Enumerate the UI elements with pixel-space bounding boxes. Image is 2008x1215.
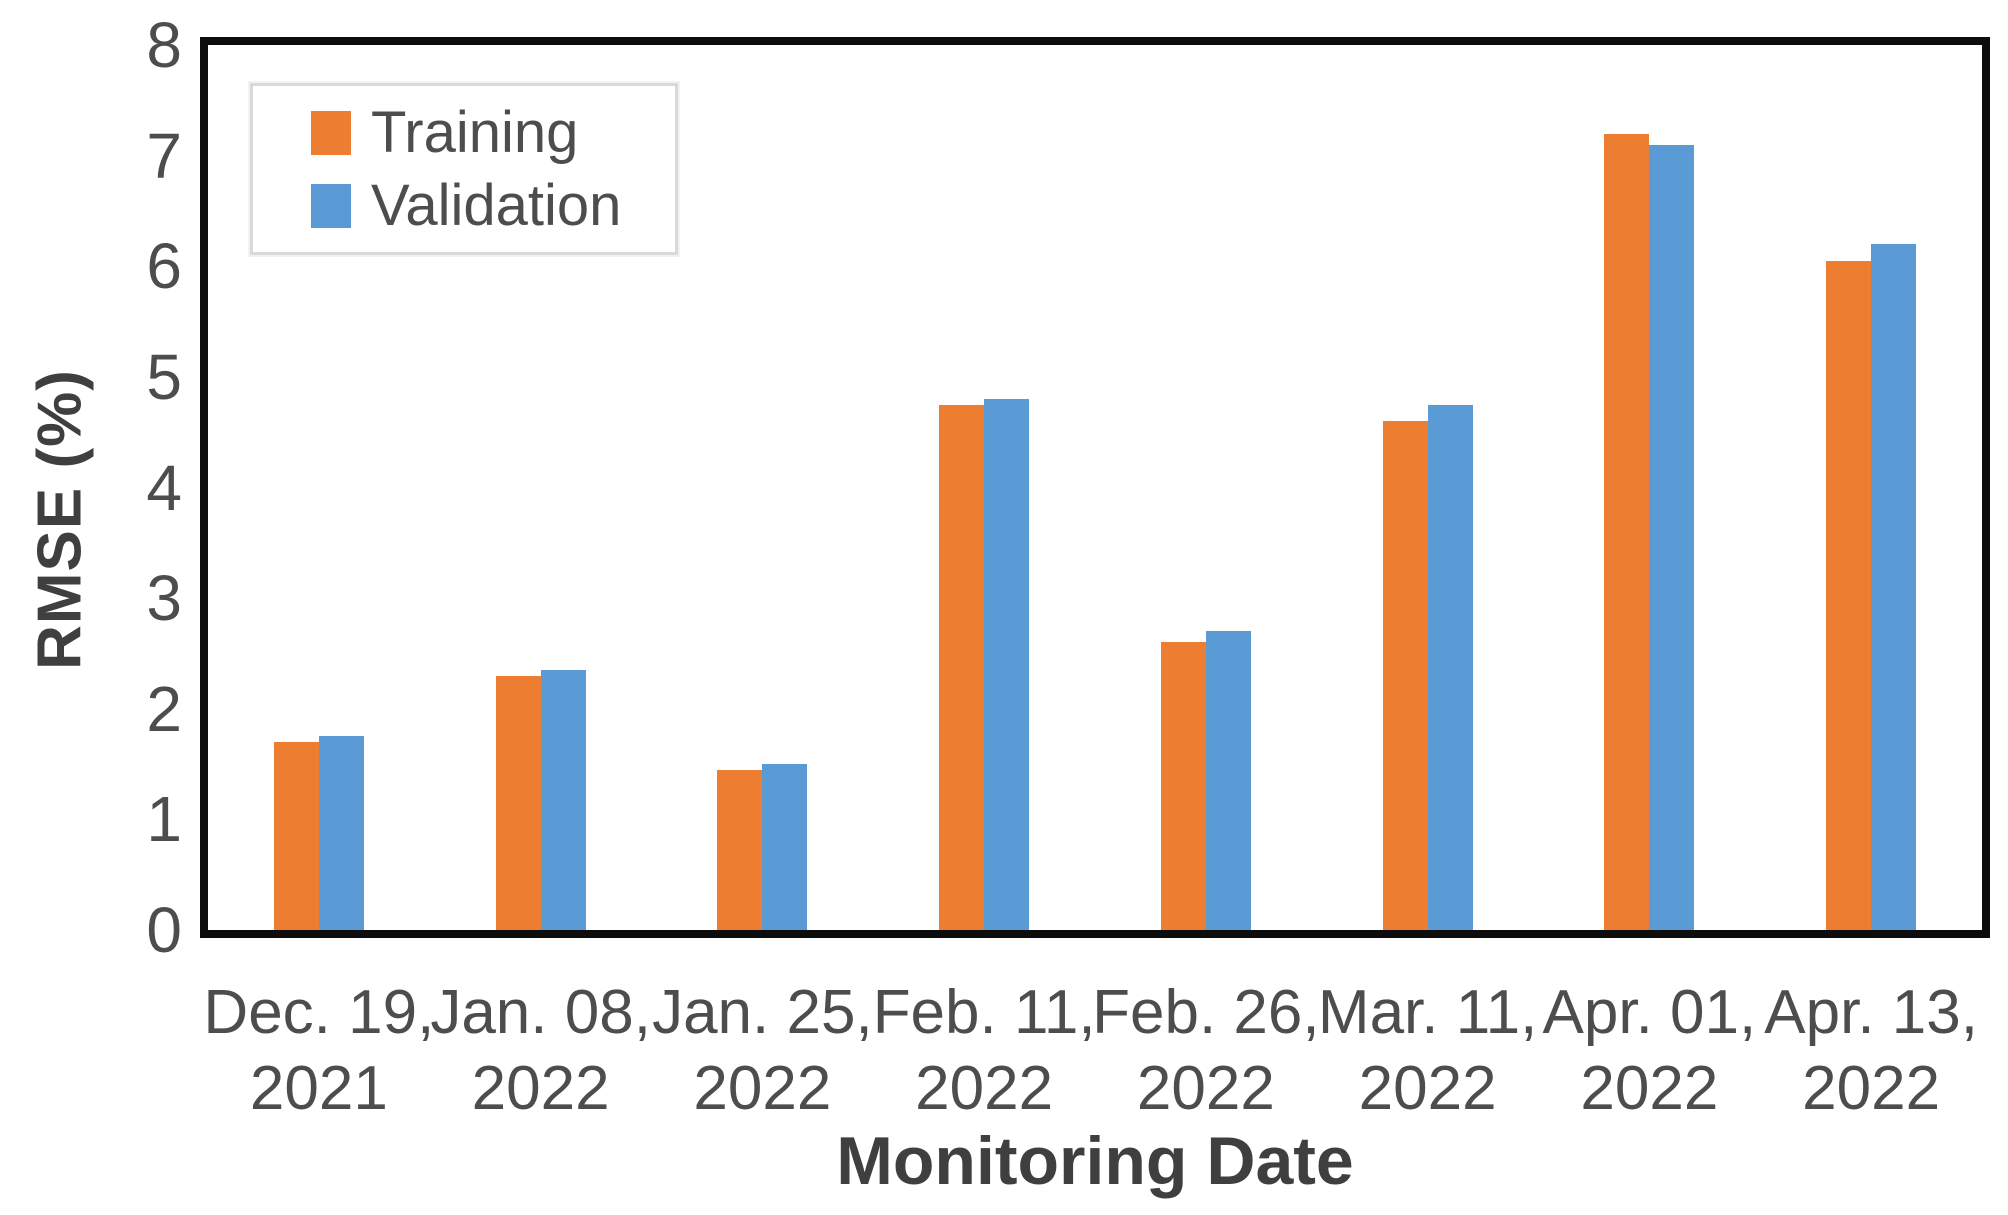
y-tick-label-0: 0 <box>146 894 182 966</box>
y-tick-label-8: 8 <box>146 9 182 81</box>
bar-validation-2 <box>762 764 808 930</box>
bar-training-1 <box>495 675 541 930</box>
x-category-label-line1: Feb. 26, <box>1092 978 1320 1047</box>
y-tick-label-4: 4 <box>146 451 182 524</box>
bar-training-3 <box>939 404 985 930</box>
x-category-label-5: Mar. 11, 2022 <box>1308 975 1548 1127</box>
x-category-label-line2: 2022 <box>1358 1054 1497 1123</box>
x-category-label-1: Jan. 08, 2022 <box>421 975 661 1127</box>
x-category-label-line1: Jan. 25, <box>652 978 873 1047</box>
x-category-label-line1: Dec. 19, <box>203 978 435 1047</box>
bar-training-4 <box>1160 642 1206 930</box>
x-category-label-line2: 2022 <box>693 1054 832 1123</box>
x-category-label-line1: Jan. 08, <box>430 978 651 1047</box>
x-category-label-line1: Apr. 01, <box>1542 978 1757 1047</box>
x-category-label-4: Feb. 26, 2022 <box>1086 975 1326 1127</box>
x-category-label-0: Dec. 19, 2021 <box>199 975 439 1127</box>
x-axis-title: Monitoring Date <box>836 1123 1354 1199</box>
bar-validation-5 <box>1427 404 1473 930</box>
bar-validation-1 <box>540 670 586 930</box>
x-category-label-3: Feb. 11, 2022 <box>864 975 1104 1127</box>
x-category-label-line2: 2022 <box>1580 1054 1719 1123</box>
x-category-label-line2: 2022 <box>471 1054 610 1123</box>
bar-training-0 <box>273 741 319 930</box>
legend: Training Validation <box>250 83 678 255</box>
legend-label-training: Training <box>371 100 579 165</box>
x-category-label-line2: 2022 <box>1136 1054 1275 1123</box>
legend-item-training: Training <box>311 99 675 166</box>
y-tick-label-2: 2 <box>146 672 182 745</box>
bar-validation-3 <box>984 399 1030 930</box>
bar-validation-6 <box>1649 144 1695 930</box>
bar-validation-7 <box>1871 244 1917 930</box>
x-category-label-7: Apr. 13, 2022 <box>1751 975 1991 1127</box>
legend-swatch-validation-icon <box>311 183 351 228</box>
bar-training-5 <box>1382 421 1428 930</box>
legend-swatch-training-icon <box>311 110 351 155</box>
y-tick-label-5: 5 <box>146 340 182 413</box>
y-tick-label-6: 6 <box>146 230 182 303</box>
x-category-label-line1: Apr. 13, <box>1764 978 1978 1047</box>
x-category-label-line1: Feb. 11, <box>872 978 1096 1047</box>
bar-training-2 <box>717 769 763 930</box>
legend-item-validation: Validation <box>311 172 675 239</box>
x-category-label-line2: 2022 <box>1802 1054 1941 1123</box>
bar-training-6 <box>1604 133 1650 930</box>
x-category-label-6: Apr. 01, 2022 <box>1529 975 1769 1127</box>
plot-area: Training Validation <box>200 37 1990 938</box>
legend-label-validation: Validation <box>371 173 622 238</box>
x-category-label-line1: Mar. 11, <box>1317 978 1538 1047</box>
x-category-label-2: Jan. 25, 2022 <box>642 975 882 1127</box>
bar-validation-0 <box>318 736 364 930</box>
y-tick-label-1: 1 <box>146 783 182 856</box>
bar-validation-4 <box>1205 631 1251 930</box>
x-category-label-line2: 2021 <box>249 1054 388 1123</box>
bar-training-7 <box>1826 260 1872 930</box>
y-tick-label-3: 3 <box>146 562 182 635</box>
y-tick-label-7: 7 <box>146 119 182 192</box>
x-category-label-line2: 2022 <box>915 1054 1054 1123</box>
